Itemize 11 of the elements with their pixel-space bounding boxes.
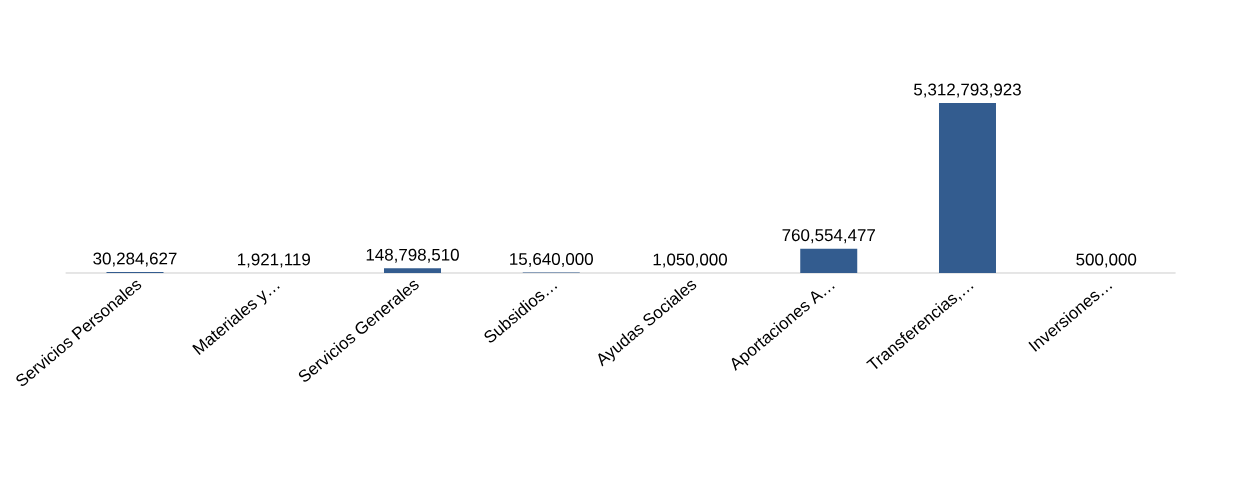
bar — [938, 103, 996, 273]
data-label: 1,921,119 — [238, 253, 310, 268]
data-label: 148,798,510 — [366, 248, 459, 263]
data-label: 15,640,000 — [510, 252, 593, 267]
data-label: 30,284,627 — [93, 252, 177, 267]
data-label: 1,050,000 — [653, 253, 727, 268]
data-label: 500,000 — [1076, 253, 1137, 268]
bar — [384, 268, 441, 273]
data-label: 5,312,793,923 — [914, 83, 1021, 98]
bar — [800, 248, 858, 273]
data-label: 760,554,477 — [782, 229, 875, 244]
